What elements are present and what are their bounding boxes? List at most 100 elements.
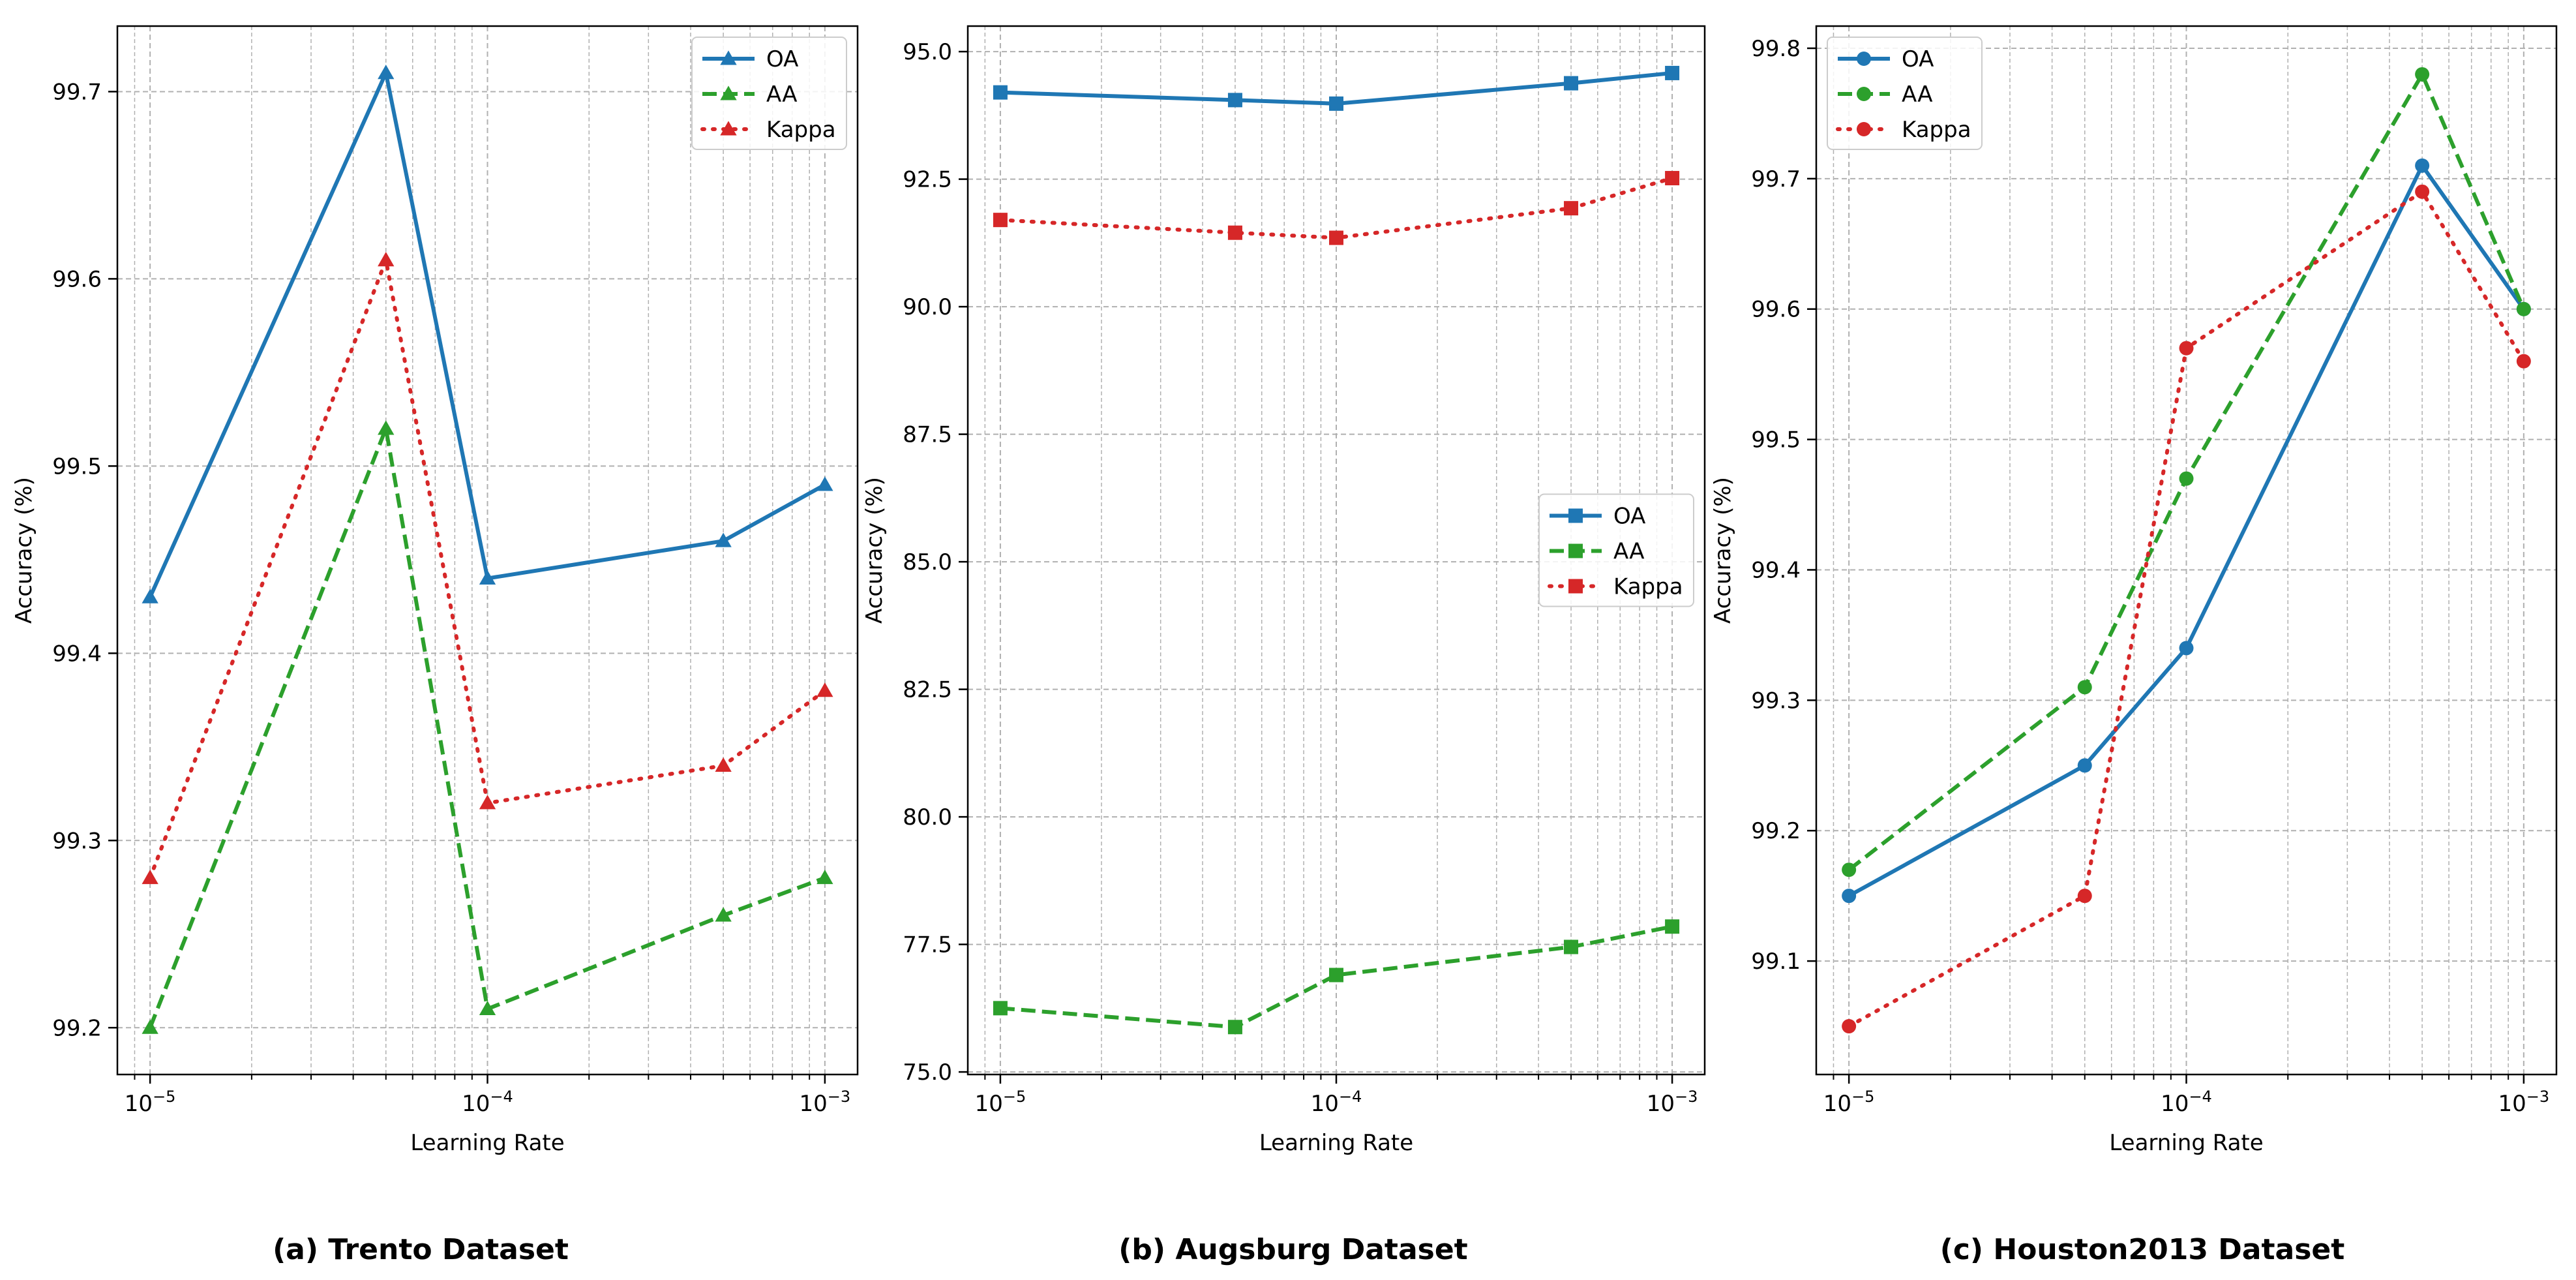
legend-marker-aa (720, 85, 737, 100)
data-point-oa (1842, 889, 1857, 904)
y-tick-label: 99.6 (52, 266, 102, 292)
x-tick-label-base: 10 (1311, 1091, 1339, 1117)
legend-marker-kappa (1568, 579, 1583, 594)
data-point-oa (993, 85, 1008, 100)
data-point-oa (715, 532, 732, 547)
x-tick-label-base: 10 (2498, 1091, 2526, 1117)
y-tick-label: 99.2 (52, 1015, 102, 1041)
y-tick-label: 99.4 (52, 641, 102, 667)
y-tick-label: 92.5 (903, 167, 952, 193)
panel-3: 10−5 10−4 10−399.199.299.399.499.599.699.7… (1710, 25, 2558, 1266)
x-axis-label: Learning Rate (2109, 1130, 2263, 1156)
data-point-oa (142, 588, 158, 603)
legend-marker-oa (720, 50, 737, 65)
y-tick-label: 99.4 (1751, 557, 1801, 583)
x-tick-label-base: 10 (2161, 1091, 2189, 1117)
y-tick-label: 99.5 (52, 453, 102, 480)
data-point-kappa (2077, 889, 2092, 904)
data-point-oa (479, 570, 496, 585)
x-tick-label: 10−4 (1311, 1088, 1362, 1117)
x-tick-label-base: 10 (1647, 1091, 1675, 1117)
x-tick-label: 10−3 (2498, 1088, 2550, 1117)
data-point-aa (142, 1019, 158, 1034)
data-point-kappa (816, 682, 833, 697)
x-axis-label: Learning Rate (1259, 1130, 1413, 1156)
axes-frame (966, 25, 1706, 1076)
y-tick-label: 99.2 (1751, 818, 1801, 844)
y-tick-label: 87.5 (903, 422, 952, 448)
data-point-aa (993, 1001, 1008, 1016)
data-point-kappa (2516, 354, 2531, 369)
legend-label-kappa: Kappa (1613, 574, 1683, 600)
legend-label-oa: OA (1902, 46, 1934, 72)
data-point-aa (2179, 471, 2194, 486)
legend-marker-aa (1568, 543, 1583, 558)
y-tick-label: 99.7 (52, 79, 102, 105)
data-point-oa (2077, 758, 2092, 773)
panel-2: 10−5 10−4 10−375.077.580.082.585.087.590.0… (861, 25, 1706, 1266)
x-tick-label-base: 10 (462, 1091, 490, 1117)
x-tick-label-exponent: −4 (1339, 1088, 1362, 1106)
data-point-aa (715, 907, 732, 922)
y-axis-label: Accuracy (%) (11, 477, 37, 624)
y-axis-label: Accuracy (%) (1710, 477, 1736, 624)
panel-caption: (a) Trento Dataset (273, 1233, 569, 1266)
series-line-aa (1000, 924, 1673, 1029)
legend-marker-oa (1857, 52, 1871, 66)
data-point-aa (2077, 680, 2092, 695)
x-tick-label-base: 10 (1823, 1091, 1851, 1117)
y-tick-label: 99.7 (1751, 166, 1801, 192)
legend-label-oa: OA (1613, 504, 1645, 530)
y-tick-label: 99.3 (52, 828, 102, 854)
data-point-aa (1227, 1020, 1242, 1035)
data-point-aa (378, 420, 395, 435)
x-tick-label-exponent: −3 (1675, 1088, 1698, 1106)
legend-label-kappa: Kappa (1902, 117, 1971, 143)
data-point-kappa (1227, 225, 1242, 240)
y-tick-label: 90.0 (903, 294, 952, 320)
x-tick-label: 10−4 (462, 1088, 513, 1117)
data-point-kappa (715, 757, 732, 772)
x-tick-label: 10−5 (125, 1088, 176, 1117)
x-tick-label: 10−4 (2161, 1088, 2212, 1117)
y-axis-label: Accuracy (%) (861, 477, 888, 624)
data-point-aa (1842, 862, 1857, 877)
data-point-aa (1665, 919, 1680, 934)
legend-marker-kappa (1857, 122, 1871, 136)
x-tick-label-exponent: −5 (1003, 1088, 1026, 1106)
legend-marker-kappa (720, 121, 737, 136)
x-tick-label-exponent: −4 (2189, 1088, 2211, 1106)
legend-label-oa: OA (766, 46, 798, 72)
x-tick-label-exponent: −5 (1851, 1088, 1874, 1106)
y-tick-label: 99.1 (1751, 949, 1801, 975)
axes-frame (116, 25, 859, 1076)
data-point-kappa (142, 870, 158, 885)
legend: OA AA Kappa (691, 37, 847, 150)
x-tick-label-base: 10 (125, 1091, 153, 1117)
y-tick-label: 85.0 (903, 549, 952, 575)
data-point-kappa (2415, 184, 2430, 199)
legend-marker-aa (1857, 87, 1871, 101)
x-tick-label-base: 10 (800, 1091, 828, 1117)
data-point-aa (1329, 968, 1343, 983)
x-tick-label: 10−5 (975, 1088, 1026, 1117)
data-point-kappa (1665, 171, 1680, 186)
y-tick-label: 99.3 (1751, 688, 1801, 714)
legend-label-aa: AA (1902, 82, 1932, 108)
y-tick-label: 99.8 (1751, 36, 1801, 62)
legend-label-aa: AA (1613, 539, 1644, 565)
data-point-oa (2415, 158, 2430, 173)
y-tick-label: 80.0 (903, 804, 952, 830)
legend: OA AA Kappa (1827, 37, 1983, 150)
x-axis-label: Learning Rate (410, 1130, 564, 1156)
data-point-aa (2516, 301, 2531, 316)
panel-1: 10−5 10−4 10−399.299.399.499.599.699.7Lear… (11, 25, 859, 1266)
legend-box (691, 37, 847, 150)
data-point-aa (479, 1000, 496, 1016)
x-tick-label: 10−3 (1647, 1088, 1698, 1117)
legend-marker-oa (1568, 508, 1583, 523)
data-point-oa (1329, 96, 1343, 111)
data-point-kappa (1329, 230, 1343, 245)
data-point-oa (378, 65, 395, 80)
